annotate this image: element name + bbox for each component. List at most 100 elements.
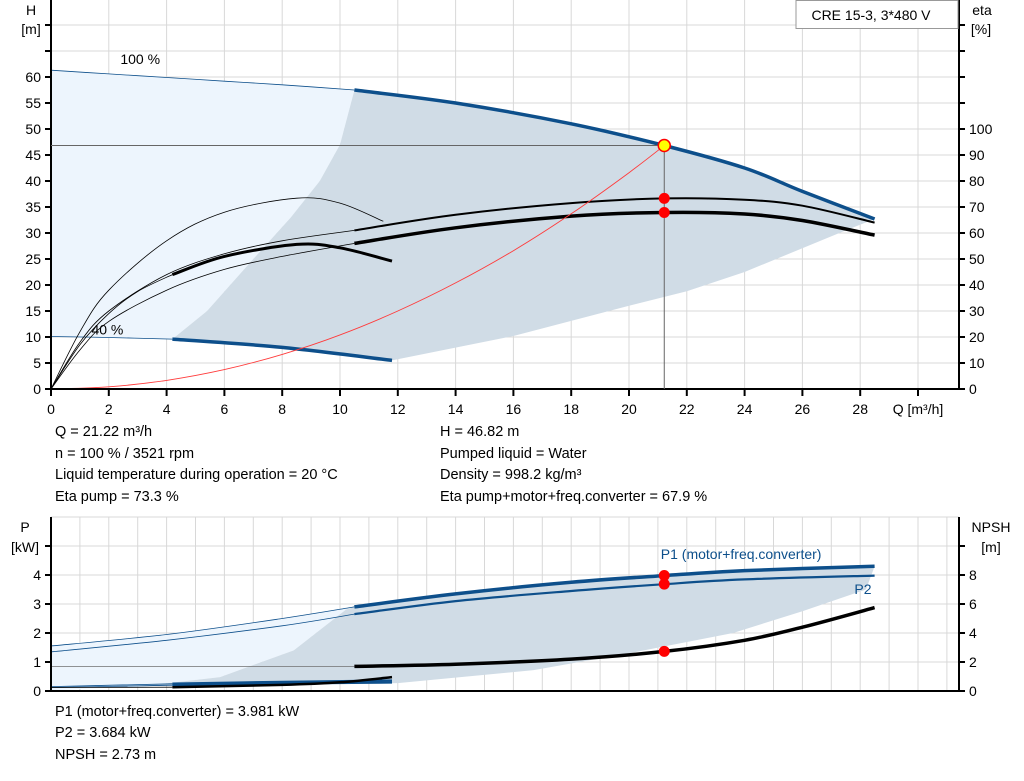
npsh-100-curve	[354, 605, 876, 669]
x-tick-label: 28	[852, 401, 868, 417]
eta-pump-motor-freq-converter-100-curve-thin	[50, 243, 355, 390]
npsh-duty-dot	[658, 645, 670, 657]
npsh-40-curve	[172, 675, 393, 689]
info-density: Density = 998.2 kg/m³	[440, 467, 582, 483]
eta-pump-duty-dot	[658, 192, 670, 204]
x-tick-label: 4	[163, 401, 171, 417]
y-tick-label-right: 0	[969, 683, 977, 699]
operating-range-area	[51, 606, 355, 691]
x-tick-label: 24	[737, 401, 753, 417]
operating-range-area	[53, 566, 875, 691]
y-tick-label-left: 25	[25, 251, 41, 267]
info-temperature: Liquid temperature during operation = 20…	[55, 467, 338, 483]
y-tick-label-right: 6	[969, 596, 977, 612]
eta-pump-40-curve-thin	[50, 197, 384, 390]
p1-motor-freq-converter-40-curve-thin	[50, 683, 173, 687]
bottom-axis-titles: P [kW] NPSH [m]	[11, 519, 1010, 555]
y-tick-label-right: 100	[969, 121, 993, 137]
y-tick-label-left: 5	[33, 355, 41, 371]
q-axis-label: Q [m³/h]	[893, 401, 944, 417]
h-40-curve	[172, 337, 393, 363]
y-tick-label-left: 45	[25, 147, 41, 163]
p2-100-curve	[354, 574, 875, 616]
y-tick-label-right: 8	[969, 567, 977, 583]
y-tick-label-left: 10	[25, 329, 41, 345]
eta-pump-motor-freq-converter-40-curve	[171, 242, 393, 277]
info-h: H = 46.82 m	[440, 424, 520, 440]
y-tick-label-right: 2	[969, 654, 977, 670]
x-tick-label: 16	[506, 401, 522, 417]
y-tick-label-right: 0	[969, 381, 977, 397]
speed-label: 40 %	[91, 322, 123, 338]
x-tick-label: 14	[448, 401, 464, 417]
info-eta-pump: Eta pump = 73.3 %	[55, 489, 179, 505]
info-eta-total: Eta pump+motor+freq.converter = 67.9 %	[440, 489, 708, 505]
y-tick-label-left: 3	[33, 596, 41, 612]
y-tick-label-right: 90	[969, 147, 985, 163]
y-tick-label-left: 2	[33, 625, 41, 641]
x-tick-label: 18	[563, 401, 579, 417]
y-tick-label-right: 40	[969, 277, 985, 293]
info-speed: n = 100 % / 3521 rpm	[55, 446, 195, 462]
x-tick-label: 6	[221, 401, 229, 417]
duty-point-marker	[657, 138, 672, 153]
y-tick-label-left: 60	[25, 69, 41, 85]
info-liquid: Pumped liquid = Water	[440, 446, 587, 462]
y-tick-label-left: 55	[25, 95, 41, 111]
eta-axis-unit: [%]	[971, 21, 991, 37]
npsh-axis-unit: [m]	[981, 539, 1000, 555]
info-q: Q = 21.22 m³/h	[55, 424, 153, 440]
y-tick-label-right: 60	[969, 225, 985, 241]
npsh-axis-name: NPSH	[972, 519, 1011, 535]
info-p1: P1 (motor+freq.converter) = 3.981 kW	[55, 704, 300, 720]
h-100-curve	[354, 88, 876, 221]
p1-motor-freq-converter-100-curve	[354, 564, 875, 609]
x-tick-label: 20	[621, 401, 637, 417]
p2-series-label: P2	[854, 581, 871, 597]
x-tick-label: 0	[47, 401, 55, 417]
y-tick-label-left: 0	[33, 683, 41, 699]
x-tick-label: 26	[795, 401, 811, 417]
h-axis-unit: [m]	[21, 21, 40, 37]
eta-pump-100-curve-thin	[50, 230, 355, 390]
x-tick-label: 2	[105, 401, 113, 417]
y-tick-label-right: 20	[969, 329, 985, 345]
y-tick-label-left: 15	[25, 303, 41, 319]
model-label-box: CRE 15-3, 3*480 V	[795, 0, 959, 29]
h-100-curve-thin	[50, 69, 355, 91]
eta-pump-motor-freq-converter-100-curve	[354, 210, 875, 246]
y-tick-label-left: 50	[25, 121, 41, 137]
eta-pump-motor-freq-converter-40-curve-thin	[50, 274, 173, 390]
eta-pump-100-curve	[354, 197, 875, 232]
h-40-curve-thin	[50, 336, 173, 340]
y-tick-label-left: 20	[25, 277, 41, 293]
y-tick-label-left: 40	[25, 173, 41, 189]
speed-label: 100 %	[120, 51, 160, 67]
y-tick-label-right: 30	[969, 303, 985, 319]
y-tick-label-right: 80	[969, 173, 985, 189]
y-tick-label-right: 4	[969, 625, 977, 641]
y-tick-label-left: 1	[33, 654, 41, 670]
y-tick-label-left: 0	[33, 381, 41, 397]
p2-100-curve-thin	[50, 613, 355, 653]
p1-series-label: P1 (motor+freq.converter)	[661, 546, 822, 562]
head-efficiency-chart: 0510152025303540455055600102030405060708…	[25, 0, 993, 417]
p-axis-name: P	[20, 519, 29, 535]
y-tick-label-left: 35	[25, 199, 41, 215]
y-tick-label-right: 70	[969, 199, 985, 215]
y-tick-label-left: 30	[25, 225, 41, 241]
p1-duty-dot	[658, 570, 670, 582]
x-tick-label: 10	[332, 401, 348, 417]
power-npsh-chart: 0 1 2 3 4 0 2 4 6 8 P1 (motor+freq.converter) P2	[33, 516, 977, 699]
eta-total-duty-dot	[658, 206, 670, 218]
x-tick-label: 8	[278, 401, 286, 417]
top-axis-titles: H [m] eta [%] Q [m³/h]	[21, 2, 992, 417]
operating-range-area	[172, 90, 875, 361]
x-tick-label: 12	[390, 401, 406, 417]
p1-motor-freq-converter-100-curve-thin	[50, 606, 355, 647]
y-tick-label-right: 10	[969, 355, 985, 371]
p-axis-unit: [kW]	[11, 539, 39, 555]
operating-range-area	[51, 70, 355, 340]
system-curve--curve-thin	[50, 145, 665, 390]
